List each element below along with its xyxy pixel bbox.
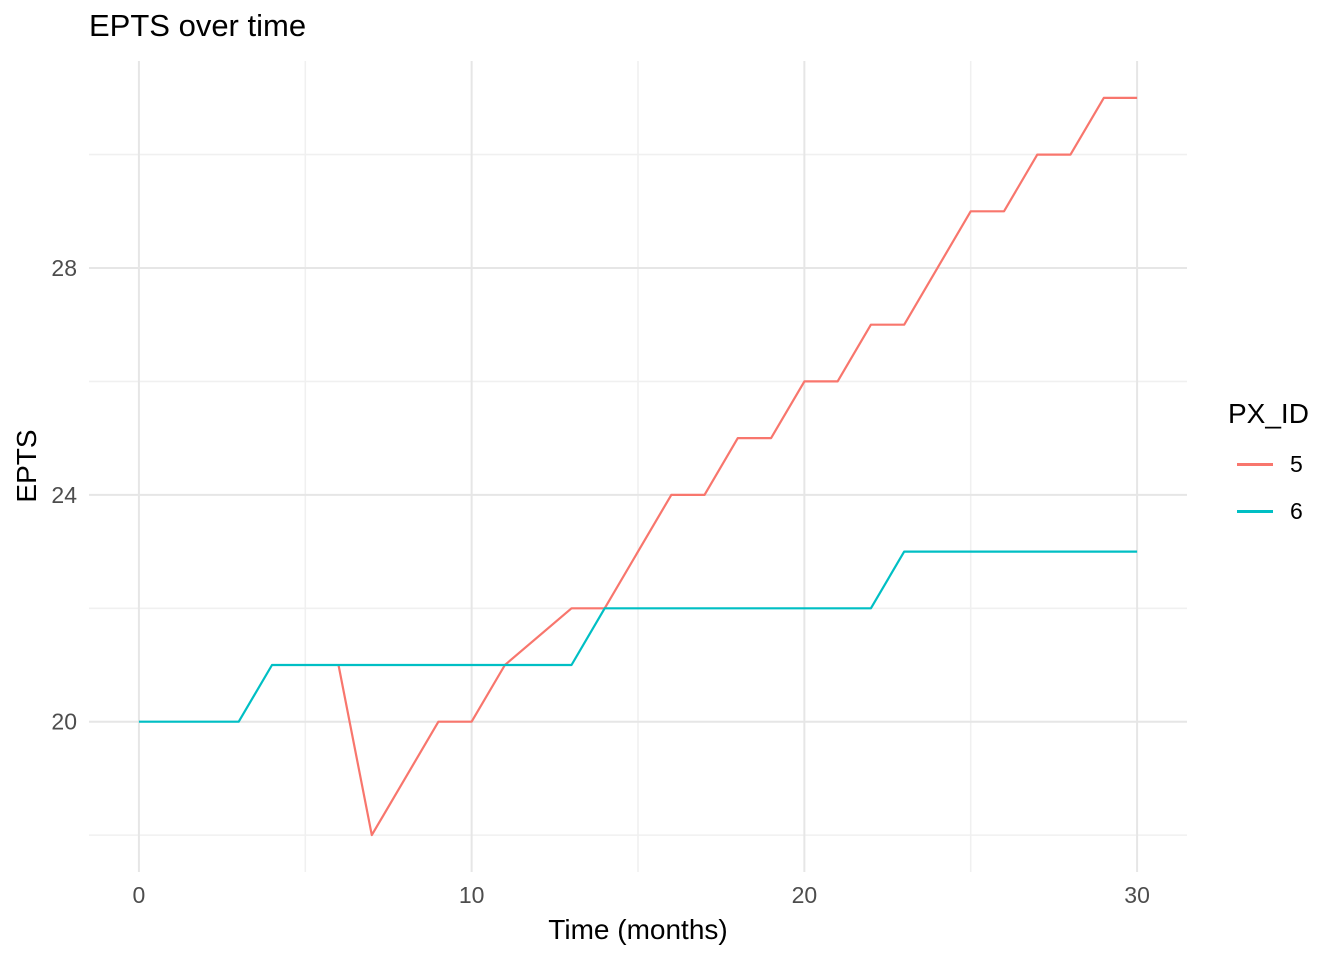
legend-label: 6 — [1290, 498, 1303, 524]
legend-key-line-5 — [1237, 463, 1273, 466]
chart-title: EPTS over time — [89, 8, 307, 43]
y-tick-label: 28 — [51, 255, 77, 281]
series-line-6 — [138, 550, 1138, 723]
legend-label: 5 — [1290, 451, 1303, 477]
series-line-5 — [337, 96, 1138, 837]
x-axis-title: Time (months) — [548, 914, 728, 945]
y-tick-label: 20 — [51, 709, 77, 735]
x-tick-label: 20 — [792, 882, 818, 908]
legend-title: PX_ID — [1228, 398, 1309, 429]
y-tick-label: 24 — [51, 482, 77, 508]
legend-entry-6: 6 — [1228, 488, 1309, 535]
legend-key-line-6 — [1237, 510, 1273, 513]
x-tick-label: 0 — [133, 882, 146, 908]
y-axis-title: EPTS — [11, 429, 42, 503]
x-tick-label: 10 — [459, 882, 485, 908]
x-tick-label: 30 — [1124, 882, 1150, 908]
legend-entry-5: 5 — [1228, 441, 1309, 488]
